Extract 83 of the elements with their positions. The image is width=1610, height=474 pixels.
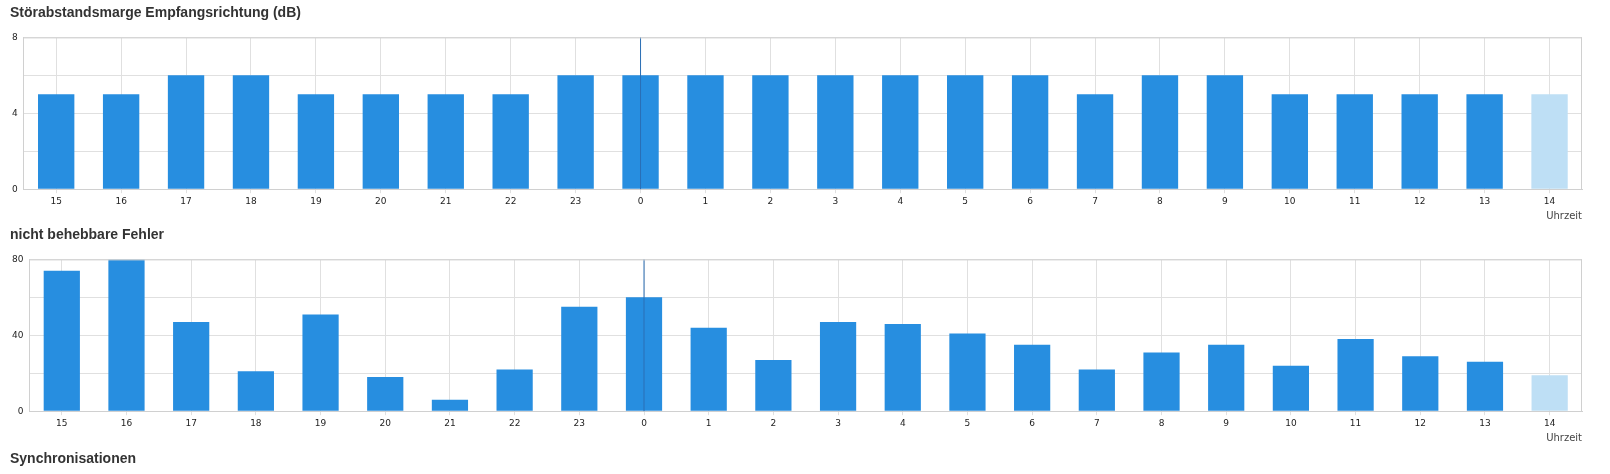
bar bbox=[949, 333, 986, 411]
bar bbox=[1143, 352, 1180, 411]
x-tick-label: 6 bbox=[1029, 417, 1036, 428]
x-tick-label: 20 bbox=[379, 417, 392, 428]
x-tick-label: 15 bbox=[56, 417, 68, 428]
x-tick-label: 8 bbox=[1158, 417, 1165, 428]
x-tick-label: 18 bbox=[245, 195, 257, 206]
y-tick-label: 80 bbox=[12, 253, 24, 264]
x-tick-label: 10 bbox=[1285, 417, 1297, 428]
x-tick-label: 8 bbox=[1157, 195, 1164, 206]
bar bbox=[690, 327, 727, 411]
x-tick-label: 12 bbox=[1413, 195, 1426, 206]
x-tick-label: 17 bbox=[180, 195, 192, 206]
x-tick-label: 20 bbox=[375, 195, 387, 206]
x-tick-label: 11 bbox=[1349, 195, 1361, 206]
x-tick-label: 21 bbox=[440, 195, 452, 206]
x-tick-label: 14 bbox=[1543, 195, 1556, 206]
x-tick-label: 0 bbox=[637, 195, 644, 206]
x-tick-label: 10 bbox=[1284, 195, 1296, 206]
x-tick-label: 21 bbox=[444, 417, 456, 428]
x-tick-label: 5 bbox=[962, 195, 969, 206]
bar bbox=[496, 369, 533, 411]
chart-title: Störabstandsmarge Empfangsrichtung (dB) bbox=[10, 4, 301, 20]
x-tick-label: 7 bbox=[1092, 195, 1098, 206]
bar bbox=[625, 297, 663, 411]
x-tick-label: 7 bbox=[1093, 417, 1100, 428]
x-axis-title: Uhrzeit bbox=[1546, 209, 1583, 221]
x-tick-label: 23 bbox=[573, 417, 586, 428]
bar bbox=[819, 322, 857, 411]
y-tick-label: 0 bbox=[17, 405, 24, 416]
x-tick-label: 11 bbox=[1349, 417, 1362, 428]
x-tick-label: 3 bbox=[832, 195, 839, 206]
x-tick-label: 22 bbox=[504, 195, 517, 206]
bar bbox=[1337, 339, 1374, 411]
y-tick-label: 4 bbox=[11, 107, 18, 118]
x-tick-label: 13 bbox=[1478, 195, 1491, 206]
bar bbox=[108, 259, 145, 411]
x-tick-label: 9 bbox=[1222, 195, 1229, 206]
bar bbox=[302, 314, 339, 411]
bar bbox=[1402, 356, 1439, 411]
x-tick-label: 14 bbox=[1543, 417, 1556, 428]
bar bbox=[1014, 344, 1051, 411]
bar bbox=[1078, 369, 1115, 411]
bar bbox=[237, 371, 274, 411]
bar bbox=[1208, 344, 1245, 411]
bar bbox=[173, 322, 210, 411]
x-tick-label: 9 bbox=[1223, 417, 1230, 428]
y-tick-label: 8 bbox=[11, 31, 18, 42]
bar bbox=[431, 399, 469, 411]
x-tick-label: 13 bbox=[1479, 417, 1491, 428]
x-tick-label: 1 bbox=[705, 417, 712, 428]
x-tick-label: 15 bbox=[50, 195, 62, 206]
chart-title: nicht behebbare Fehler bbox=[10, 226, 165, 242]
bar bbox=[367, 377, 404, 411]
bar bbox=[561, 306, 598, 411]
bar bbox=[43, 270, 80, 411]
x-tick-label: 12 bbox=[1414, 417, 1426, 428]
bar bbox=[1531, 375, 1568, 411]
bar bbox=[884, 323, 921, 411]
x-tick-label: 23 bbox=[569, 195, 582, 206]
x-tick-label: 3 bbox=[835, 417, 841, 428]
x-tick-label: 4 bbox=[899, 417, 906, 428]
text: Synchronisationen bbox=[10, 450, 137, 466]
bar bbox=[1466, 361, 1504, 411]
x-tick-label: 4 bbox=[897, 195, 904, 206]
x-tick-label: 2 bbox=[767, 195, 774, 206]
x-tick-label: 1 bbox=[702, 195, 709, 206]
y-tick-label: 0 bbox=[11, 183, 18, 194]
x-axis-title: Uhrzeit bbox=[1546, 431, 1583, 443]
x-tick-label: 2 bbox=[770, 417, 777, 428]
bar bbox=[1272, 365, 1310, 411]
x-tick-label: 19 bbox=[310, 195, 322, 206]
x-tick-label: 18 bbox=[250, 417, 262, 428]
x-tick-label: 16 bbox=[120, 417, 133, 428]
x-tick-label: 17 bbox=[185, 417, 197, 428]
x-tick-label: 19 bbox=[314, 417, 327, 428]
x-tick-label: 22 bbox=[508, 417, 521, 428]
bar bbox=[755, 359, 792, 411]
x-tick-label: 16 bbox=[115, 195, 128, 206]
x-tick-label: 6 bbox=[1027, 195, 1034, 206]
x-tick-label: 0 bbox=[641, 417, 648, 428]
y-tick-label: 40 bbox=[12, 329, 24, 340]
x-tick-label: 5 bbox=[964, 417, 971, 428]
